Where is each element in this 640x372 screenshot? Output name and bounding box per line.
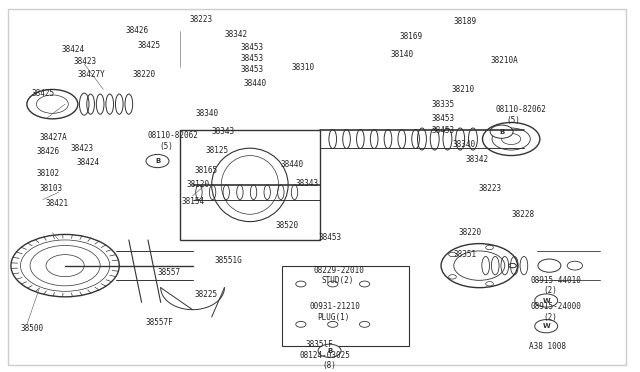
Text: B: B bbox=[327, 348, 332, 354]
Text: 38103: 38103 bbox=[40, 184, 63, 193]
Text: 3835lF: 3835lF bbox=[305, 340, 333, 349]
Text: 38423: 38423 bbox=[70, 144, 93, 153]
Text: 08915-44010: 08915-44010 bbox=[531, 276, 581, 285]
Bar bbox=[180, 130, 320, 240]
Text: 38223: 38223 bbox=[189, 15, 212, 24]
Circle shape bbox=[535, 294, 557, 307]
Text: 38427A: 38427A bbox=[40, 133, 67, 142]
Text: 38343: 38343 bbox=[296, 179, 319, 187]
Text: 00931-21210: 00931-21210 bbox=[309, 302, 360, 311]
Text: 38125: 38125 bbox=[205, 145, 228, 154]
Text: 38557F: 38557F bbox=[145, 318, 173, 327]
Text: 38424: 38424 bbox=[62, 45, 85, 54]
Text: 38426: 38426 bbox=[125, 26, 148, 35]
Text: 38500: 38500 bbox=[20, 324, 44, 333]
Text: 38557: 38557 bbox=[157, 269, 180, 278]
Text: (2): (2) bbox=[543, 286, 557, 295]
Circle shape bbox=[146, 154, 169, 168]
Text: 38425: 38425 bbox=[137, 41, 160, 50]
Text: 38102: 38102 bbox=[36, 169, 60, 179]
Text: 08915-24000: 08915-24000 bbox=[531, 302, 581, 311]
Text: A38 1008: A38 1008 bbox=[529, 342, 566, 351]
Text: 38340: 38340 bbox=[196, 109, 219, 118]
Text: 38220: 38220 bbox=[132, 70, 155, 79]
Text: 38423: 38423 bbox=[74, 57, 97, 67]
Text: PLUG(1): PLUG(1) bbox=[317, 312, 349, 321]
Text: 38440: 38440 bbox=[244, 80, 267, 89]
Text: 38426: 38426 bbox=[36, 147, 60, 156]
Text: 38440: 38440 bbox=[280, 160, 303, 169]
Text: 38310: 38310 bbox=[292, 63, 315, 72]
Text: 38453: 38453 bbox=[241, 43, 264, 52]
Text: W: W bbox=[542, 298, 550, 304]
Circle shape bbox=[490, 125, 513, 138]
Text: 38453: 38453 bbox=[431, 126, 454, 135]
Text: 38453: 38453 bbox=[318, 232, 341, 241]
Text: 38335: 38335 bbox=[431, 100, 454, 109]
Text: 38228: 38228 bbox=[511, 210, 534, 219]
Text: (8): (8) bbox=[322, 361, 336, 370]
Text: 38520: 38520 bbox=[275, 221, 298, 230]
Bar bbox=[282, 266, 409, 346]
Text: 38421: 38421 bbox=[46, 199, 69, 208]
Text: 38140: 38140 bbox=[390, 50, 413, 59]
Text: 38223: 38223 bbox=[478, 184, 501, 193]
Text: (5): (5) bbox=[507, 116, 520, 125]
Text: 38210: 38210 bbox=[452, 85, 475, 94]
Text: 38343: 38343 bbox=[212, 127, 235, 136]
Text: 08124-03025: 08124-03025 bbox=[300, 351, 351, 360]
Circle shape bbox=[535, 320, 557, 333]
Text: B: B bbox=[155, 158, 160, 164]
Text: 38342: 38342 bbox=[465, 155, 488, 164]
Text: 38165: 38165 bbox=[195, 166, 218, 175]
Text: B: B bbox=[499, 129, 504, 135]
Text: 08110-82062: 08110-82062 bbox=[495, 105, 546, 114]
Text: STUD(2): STUD(2) bbox=[322, 276, 355, 285]
Text: (5): (5) bbox=[159, 142, 173, 151]
Text: 38220: 38220 bbox=[459, 228, 482, 237]
Text: 38342: 38342 bbox=[225, 30, 248, 39]
Text: 38210A: 38210A bbox=[491, 55, 518, 65]
Text: 38169: 38169 bbox=[399, 32, 423, 41]
Text: 38427Y: 38427Y bbox=[78, 70, 106, 79]
Text: 38551G: 38551G bbox=[215, 256, 243, 264]
Text: 38453: 38453 bbox=[431, 114, 454, 124]
Text: 38154: 38154 bbox=[182, 197, 205, 206]
Text: 38424: 38424 bbox=[77, 158, 100, 167]
Circle shape bbox=[318, 344, 341, 357]
Text: 38340: 38340 bbox=[452, 140, 476, 149]
Text: 08229-22010: 08229-22010 bbox=[314, 266, 365, 275]
Text: 38189: 38189 bbox=[454, 17, 477, 26]
Text: (2): (2) bbox=[543, 312, 557, 321]
Text: 38225: 38225 bbox=[195, 291, 218, 299]
Text: 08110-82062: 08110-82062 bbox=[148, 131, 199, 140]
Text: 38351: 38351 bbox=[454, 250, 477, 259]
Text: 38453: 38453 bbox=[241, 65, 264, 74]
Text: 38425: 38425 bbox=[32, 89, 55, 97]
Text: 38120: 38120 bbox=[186, 180, 209, 189]
Text: W: W bbox=[542, 323, 550, 329]
Text: 38453: 38453 bbox=[241, 54, 264, 63]
